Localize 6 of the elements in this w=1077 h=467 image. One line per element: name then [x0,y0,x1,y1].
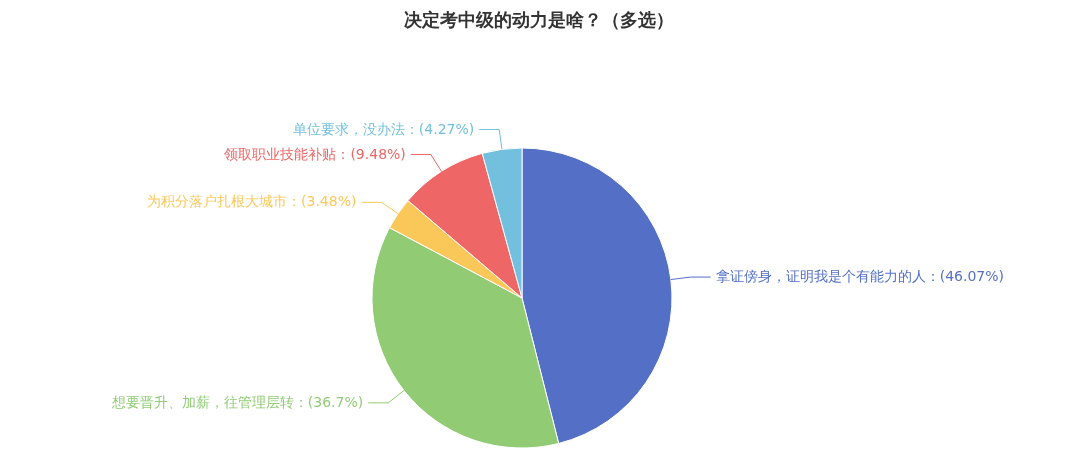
slice-label: 单位要求，没办法：(4.27%) [292,120,475,137]
slice-label: 为积分落户扎根大城市：(3.48%) [147,193,357,210]
slice-label: 拿证傍身，证明我是个有能力的人：(46.07%) [715,268,1005,285]
chart-title: 决定考中级的动力是啥？（多选） [403,9,674,30]
slice-label: 领取职业技能补贴：(9.48%) [224,145,406,162]
slice-label: 想要晋升、加薪，往管理层转：(36.7%) [110,393,364,410]
